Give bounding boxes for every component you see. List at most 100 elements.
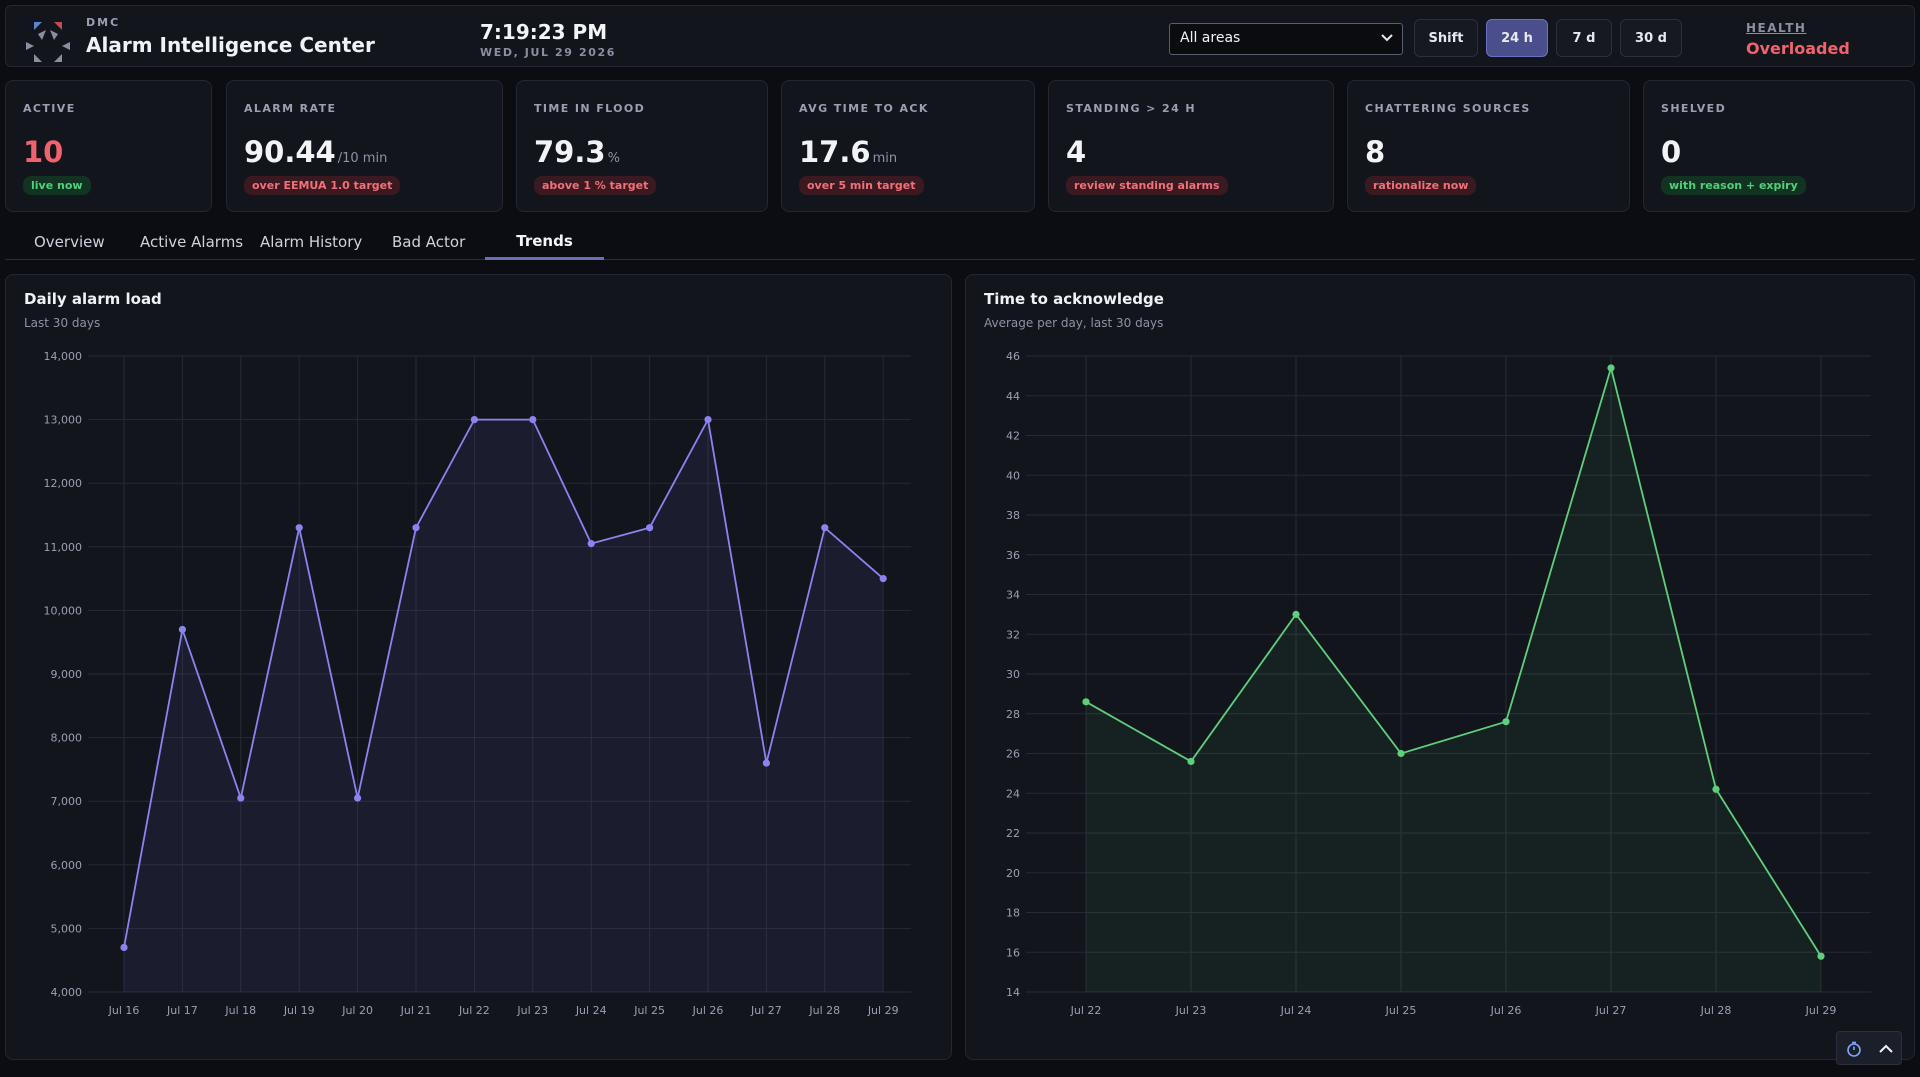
x-tick-label: Jul 27 bbox=[1595, 1004, 1627, 1017]
kpi-value: 10 bbox=[23, 135, 65, 169]
clock: 7:19:23 PM bbox=[480, 20, 608, 44]
kpi-label: AVG TIME TO ACK bbox=[799, 102, 929, 115]
range-7d-button[interactable]: 7 d bbox=[1556, 19, 1612, 57]
kpi-card-active: ACTIVE 10 live now bbox=[5, 80, 212, 212]
kpi-number: 79.3 bbox=[534, 135, 606, 169]
y-tick-label: 16 bbox=[1006, 946, 1020, 959]
data-point bbox=[1607, 364, 1615, 372]
kpi-unit: % bbox=[607, 151, 620, 166]
tab-alarm-history[interactable]: Alarm History bbox=[260, 233, 363, 251]
y-tick-label: 8,000 bbox=[51, 732, 83, 745]
kpi-number: 4 bbox=[1066, 135, 1087, 169]
y-tick-label: 32 bbox=[1006, 628, 1020, 641]
tab-bad-actor[interactable]: Bad Actor bbox=[392, 233, 466, 251]
data-point bbox=[120, 943, 128, 952]
data-point bbox=[587, 540, 595, 548]
health-label[interactable]: HEALTH bbox=[1746, 21, 1807, 35]
y-tick-label: 26 bbox=[1006, 748, 1020, 761]
range-24h-button[interactable]: 24 h bbox=[1486, 19, 1548, 57]
data-point bbox=[178, 625, 186, 634]
x-tick-label: Jul 24 bbox=[575, 1004, 607, 1017]
kpi-number: 10 bbox=[23, 135, 64, 169]
date: WED, JUL 29 2026 bbox=[480, 46, 617, 59]
data-point bbox=[821, 524, 829, 532]
kpi-badge: rationalize now bbox=[1365, 176, 1477, 195]
y-tick-label: 14,000 bbox=[44, 350, 83, 363]
tab-active-alarms[interactable]: Active Alarms bbox=[140, 233, 244, 251]
kpi-card-time-in-flood: TIME IN FLOOD 79.3% above 1 % target bbox=[516, 80, 768, 212]
y-tick-label: 6,000 bbox=[51, 859, 83, 872]
daily-alarm-load-chart: 4,000 5,000 6,000 7,000 8,000 9,000 10,000 11,0… bbox=[44, 350, 911, 1017]
kpi-card-shelved: SHELVED 0 with reason + expiry bbox=[1643, 80, 1915, 212]
y-tick-label: 18 bbox=[1006, 907, 1020, 920]
kpi-card-avg-time-to-ack: AVG TIME TO ACK 17.6 min over 5 min targe… bbox=[781, 80, 1035, 212]
kpi-number: 0 bbox=[1661, 135, 1682, 169]
kpi-label: ALARM RATE bbox=[244, 102, 337, 115]
kpi-badge: review standing alarms bbox=[1066, 176, 1228, 195]
kpi-badge: above 1 % target bbox=[534, 176, 657, 195]
kpi-value: 8 bbox=[1365, 135, 1387, 169]
y-tick-label: 7,000 bbox=[51, 795, 83, 808]
data-point bbox=[1187, 757, 1195, 766]
x-tick-label: Jul 28 bbox=[1700, 1004, 1732, 1017]
panel-time-to-acknowledge: Time to acknowledge Average per day, las… bbox=[965, 274, 1915, 1060]
range-shift-button[interactable]: Shift bbox=[1414, 19, 1478, 57]
y-tick-label: 4,000 bbox=[51, 986, 83, 999]
area-select[interactable]: All areas bbox=[1169, 23, 1403, 55]
data-point bbox=[470, 416, 478, 424]
panel-daily-alarm-load: Daily alarm load Last 30 days 4,000 5,000… bbox=[5, 274, 952, 1060]
timer-icon[interactable] bbox=[1845, 1040, 1863, 1058]
kpi-label: CHATTERING SOURCES bbox=[1365, 102, 1531, 115]
range-30d-button[interactable]: 30 d bbox=[1620, 19, 1682, 57]
kpi-label: ACTIVE bbox=[23, 102, 76, 115]
data-point bbox=[1817, 952, 1825, 960]
tab-bar: Overview Active Alarms Alarm History Bad… bbox=[5, 224, 1915, 260]
kpi-badge: with reason + expiry bbox=[1661, 176, 1806, 195]
tab-overview[interactable]: Overview bbox=[34, 233, 105, 251]
tab-trends[interactable]: Trends bbox=[485, 224, 604, 260]
data-point bbox=[354, 794, 362, 802]
kpi-value: 4 bbox=[1066, 135, 1088, 169]
data-point bbox=[1082, 698, 1090, 706]
y-tick-label: 44 bbox=[1006, 390, 1020, 403]
x-tick-label: Jul 21 bbox=[400, 1004, 432, 1017]
y-tick-label: 9,000 bbox=[51, 668, 83, 681]
x-tick-label: Jul 29 bbox=[1805, 1004, 1837, 1017]
y-tick-label: 42 bbox=[1006, 430, 1020, 443]
health-status: Overloaded bbox=[1746, 39, 1850, 58]
corner-controls bbox=[1836, 1031, 1902, 1065]
kpi-badge: over 5 min target bbox=[799, 176, 924, 195]
data-point bbox=[412, 524, 420, 532]
kpi-card-standing: STANDING > 24 H 4 review standing alarms bbox=[1048, 80, 1334, 212]
x-tick-label: Jul 18 bbox=[224, 1004, 256, 1017]
data-point bbox=[295, 524, 303, 532]
y-tick-label: 30 bbox=[1006, 668, 1020, 681]
data-point bbox=[704, 416, 712, 424]
kpi-card-alarm-rate: ALARM RATE 90.44/10 min over EEMUA 1.0 t… bbox=[226, 80, 503, 212]
kpi-unit: min bbox=[872, 151, 898, 166]
chevron-down-icon bbox=[1381, 34, 1393, 42]
kpi-number: 90.44 bbox=[244, 135, 336, 169]
kpi-card-chattering: CHATTERING SOURCES 8 rationalize now bbox=[1347, 80, 1630, 212]
y-tick-label: 14 bbox=[1006, 986, 1020, 999]
y-tick-label: 34 bbox=[1006, 589, 1020, 602]
y-tick-label: 36 bbox=[1006, 549, 1020, 562]
x-tick-label: Jul 23 bbox=[516, 1004, 548, 1017]
x-tick-label: Jul 24 bbox=[1280, 1004, 1312, 1017]
x-tick-label: Jul 16 bbox=[108, 1004, 140, 1017]
chart-subtitle: Last 30 days bbox=[24, 316, 101, 330]
time-to-acknowledge-chart: 14 16 18 20 22 24 26 28 30 32 34 36 38 40 42 44 46 Jul 22… bbox=[1006, 350, 1871, 1017]
chart-subtitle: Average per day, last 30 days bbox=[984, 316, 1164, 330]
data-point bbox=[646, 524, 654, 532]
kpi-number: 17.6 bbox=[799, 135, 871, 169]
data-point bbox=[1292, 610, 1300, 618]
y-tick-label: 24 bbox=[1006, 787, 1020, 800]
kpi-value: 0 bbox=[1661, 135, 1683, 169]
y-tick-label: 12,000 bbox=[44, 477, 83, 490]
area-select-value: All areas bbox=[1180, 30, 1241, 46]
chevron-up-icon[interactable] bbox=[1877, 1040, 1895, 1058]
data-point bbox=[1502, 718, 1510, 726]
kpi-value: 79.3% bbox=[534, 135, 620, 169]
x-tick-label: Jul 26 bbox=[692, 1004, 724, 1017]
y-tick-label: 10,000 bbox=[44, 604, 83, 617]
